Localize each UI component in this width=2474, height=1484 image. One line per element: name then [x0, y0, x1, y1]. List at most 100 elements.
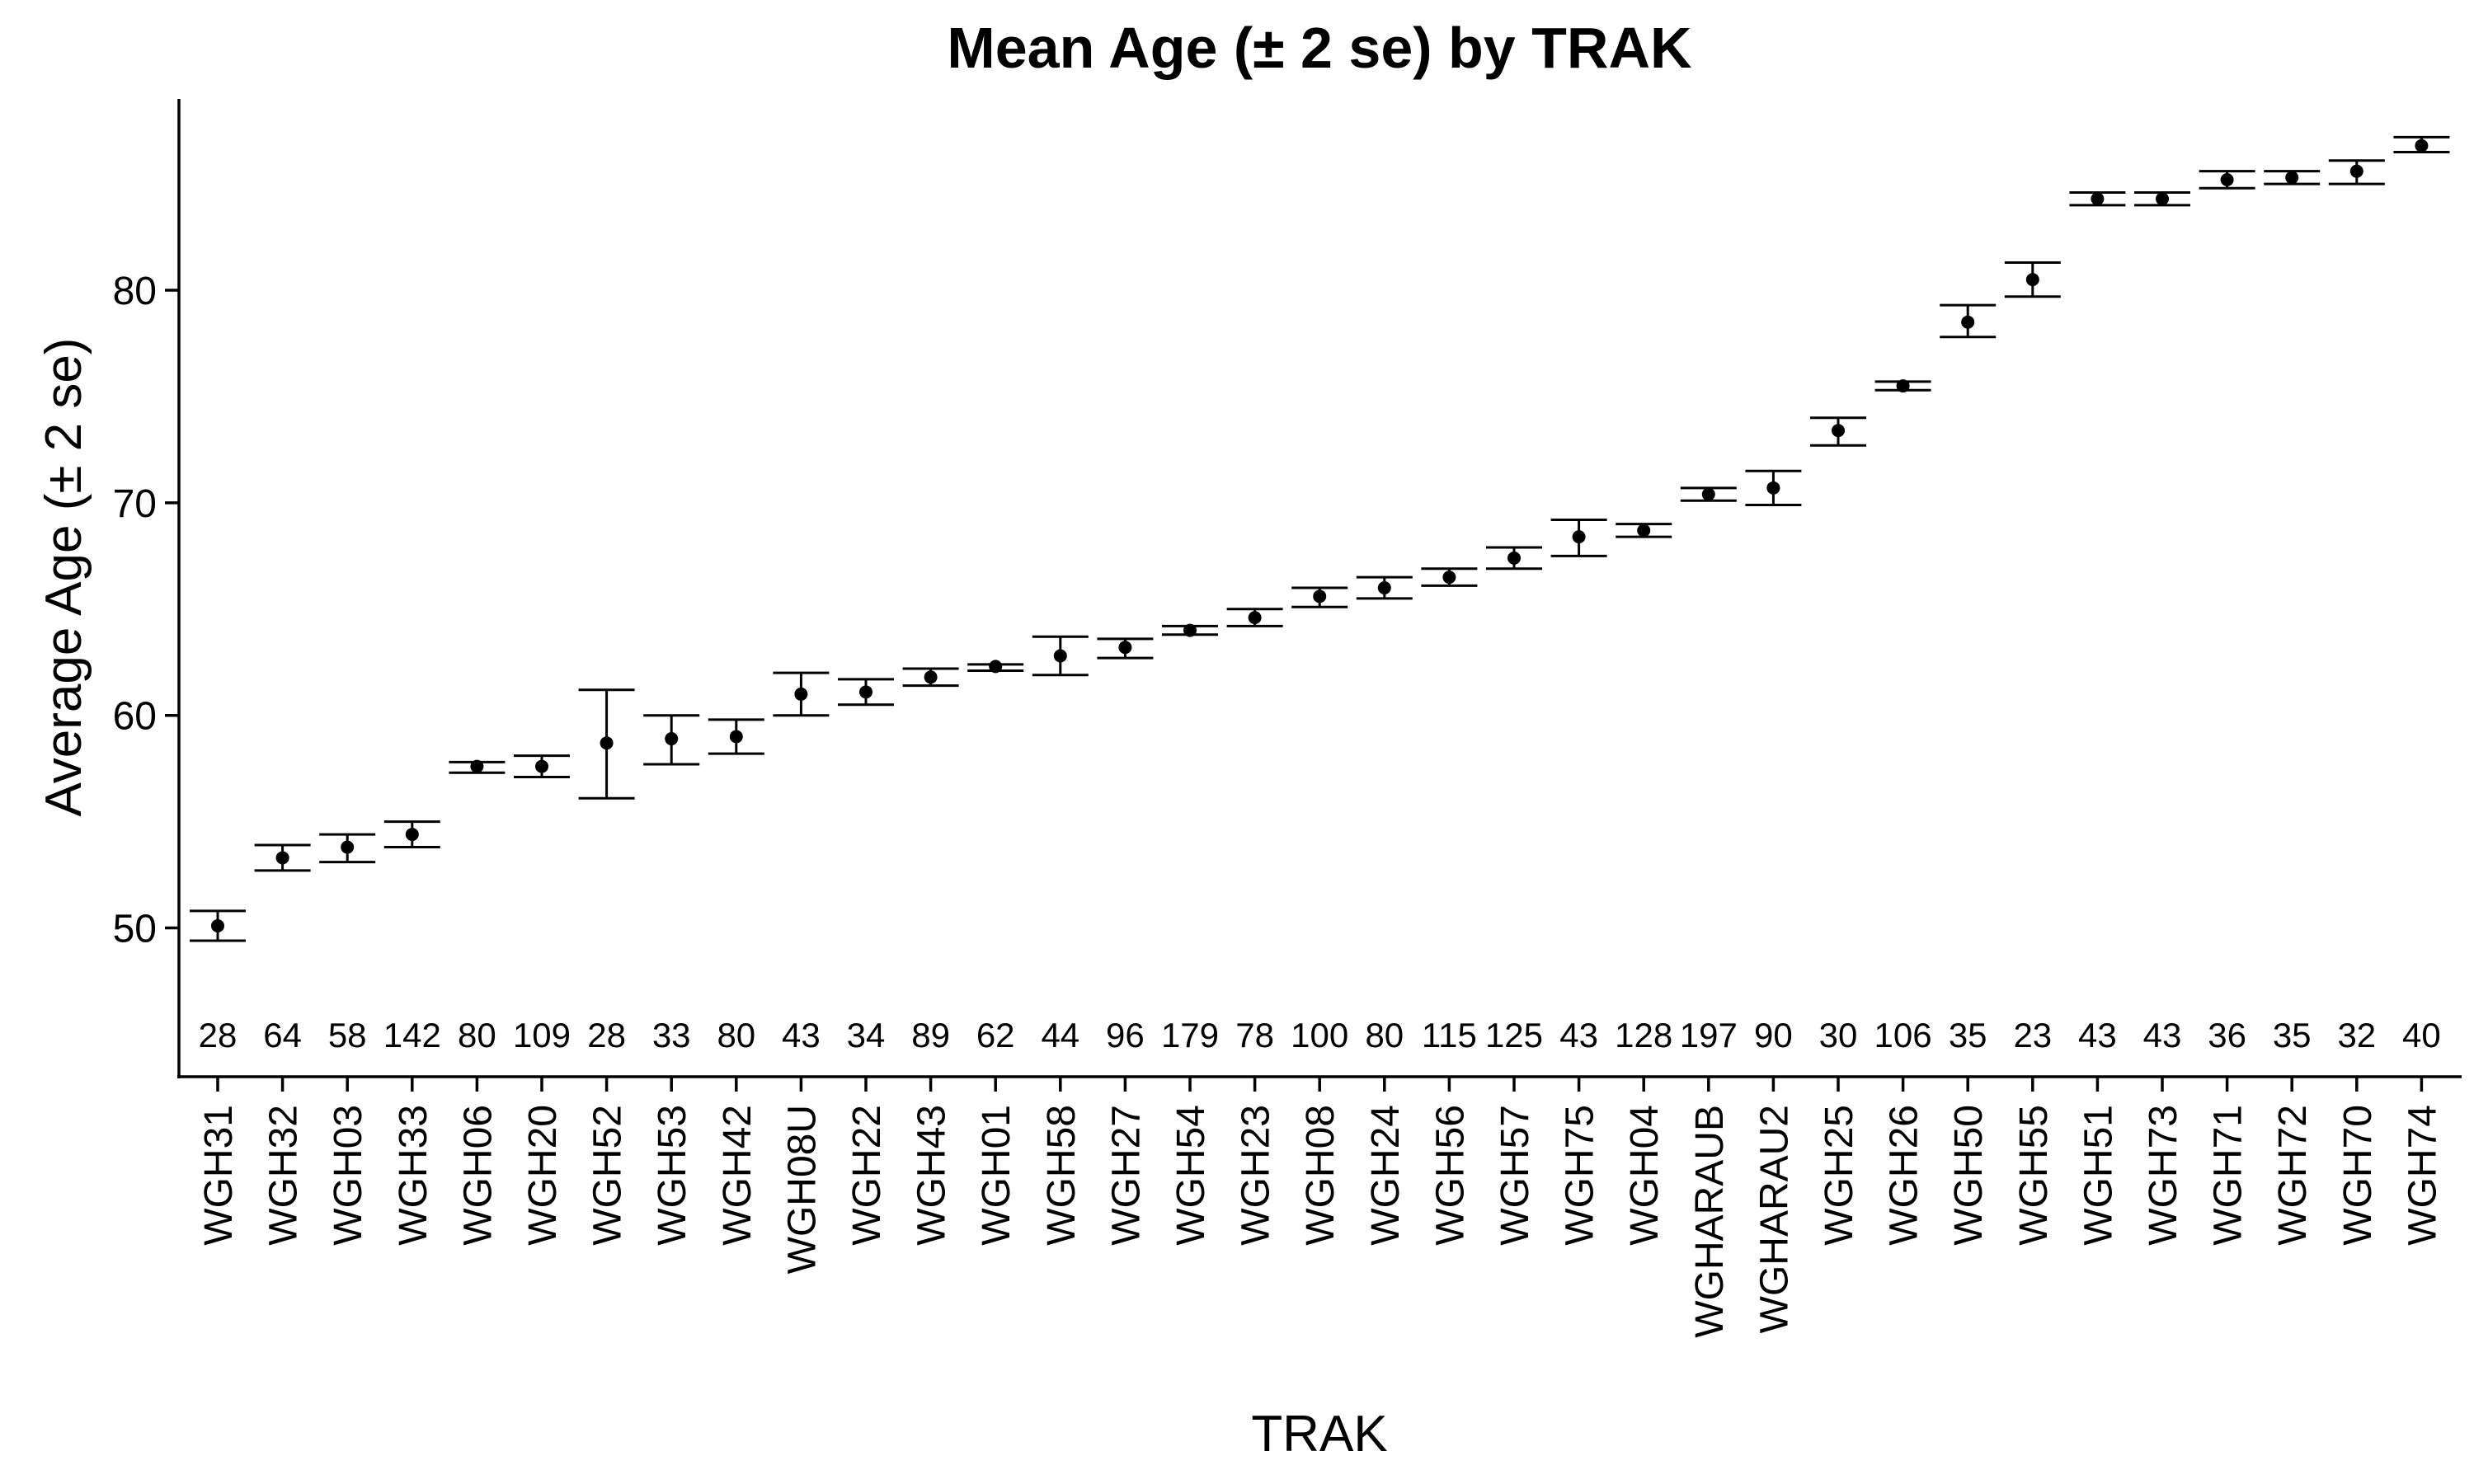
errorbar-WGH74	[2393, 135, 2450, 153]
errorbar-WGH42	[708, 718, 764, 755]
count-label: 115	[1422, 1016, 1477, 1054]
errorbar-WGH27	[1097, 637, 1154, 660]
mean-point	[2349, 164, 2363, 178]
x-tick-label: WGH75	[1559, 1105, 1602, 1246]
x-tick-label: WGH20	[521, 1105, 565, 1246]
x-tick-label: WGH24	[1364, 1105, 1408, 1246]
errorbar-WGH57	[1486, 546, 1542, 571]
mean-point	[2091, 192, 2105, 206]
errorbar-WGH25	[1810, 416, 1866, 447]
mean-point	[665, 732, 679, 746]
x-tick-label: WGH72	[2271, 1105, 2315, 1246]
count-label: 106	[1874, 1016, 1932, 1054]
x-tick-label: WGH53	[651, 1105, 694, 1246]
count-label: 30	[1819, 1016, 1858, 1054]
x-tick-label: WGH70	[2336, 1105, 2380, 1246]
count-label: 36	[2208, 1016, 2246, 1054]
x-tick-label: WGH08	[1299, 1105, 1343, 1246]
count-label: 197	[1680, 1016, 1738, 1054]
count-label: 109	[513, 1016, 571, 1054]
x-axis-ticks: WGH31 WGH32 WGH03 WGH33 WGH06 WGH20 WGH52 WGH53…	[197, 1077, 2444, 1338]
errorbar-WGH03	[319, 833, 376, 864]
count-label: 34	[847, 1016, 886, 1054]
count-label: 90	[1754, 1016, 1793, 1054]
x-tick-label: WGH50	[1947, 1105, 1991, 1246]
mean-point	[405, 828, 419, 842]
x-tick-label: WGH55	[2012, 1105, 2056, 1246]
mean-point	[341, 840, 355, 854]
mean-point	[1248, 611, 1262, 625]
x-tick-label: WGH56	[1428, 1105, 1472, 1246]
errorbar-WGH58	[1032, 635, 1089, 677]
mean-point	[2220, 172, 2234, 186]
x-tick-label: WGH31	[197, 1105, 241, 1246]
count-label: 44	[1041, 1016, 1079, 1054]
errorbar-WGH43	[902, 667, 959, 688]
x-tick-label: WGH25	[1818, 1105, 1861, 1246]
errorbar-WGH23	[1226, 608, 1283, 627]
errorbar-WGH50	[1940, 303, 1997, 339]
x-tick-label: WGH27	[1104, 1105, 1148, 1246]
count-label: 89	[911, 1016, 950, 1054]
errorbar-WGH04	[1616, 523, 1672, 538]
errorbar-WGHARAU2	[1745, 469, 1802, 506]
x-tick-label: WGH58	[1040, 1105, 1084, 1246]
errorbar-WGH08U	[773, 671, 830, 717]
x-tick-label: WGH04	[1623, 1105, 1667, 1246]
errorbar-WGH75	[1550, 518, 1607, 557]
x-tick-label: WGH33	[392, 1105, 435, 1246]
y-tick-label: 60	[113, 695, 157, 739]
mean-point	[275, 851, 289, 865]
mean-point	[1961, 315, 1975, 329]
count-label: 96	[1106, 1016, 1145, 1054]
mean-point	[1701, 487, 1715, 501]
x-tick-label: WGH71	[2207, 1105, 2251, 1246]
x-tick-label: WGH23	[1235, 1105, 1278, 1246]
x-tick-label: WGH08U	[780, 1105, 824, 1274]
count-label: 80	[1365, 1016, 1404, 1054]
count-label: 40	[2402, 1016, 2441, 1054]
errorbar-WGH01	[967, 660, 1024, 674]
mean-point	[2415, 139, 2429, 153]
mean-point	[859, 685, 872, 699]
x-tick-label: WGH52	[586, 1105, 630, 1246]
count-label: 128	[1615, 1016, 1672, 1054]
count-label: 80	[717, 1016, 755, 1054]
errorbar-WGH24	[1356, 575, 1413, 600]
x-tick-label: WGHARAUB	[1688, 1105, 1732, 1338]
mean-point	[1896, 379, 1910, 393]
mean-point	[2025, 273, 2039, 287]
mean-point	[1832, 424, 1845, 438]
count-label: 78	[1235, 1016, 1274, 1054]
count-label: 43	[2078, 1016, 2117, 1054]
count-label: 43	[2143, 1016, 2182, 1054]
mean-point	[729, 730, 743, 744]
count-label: 32	[2337, 1016, 2376, 1054]
y-tick-label: 70	[113, 482, 157, 526]
y-axis-ticks: 50 60 70 80	[113, 270, 179, 951]
errorbar-WGH53	[643, 714, 700, 766]
mean-point	[535, 759, 548, 773]
count-label: 179	[1161, 1016, 1219, 1054]
x-tick-label: WGH73	[2142, 1105, 2185, 1246]
x-tick-label: WGH06	[456, 1105, 500, 1246]
x-tick-label: WGH43	[910, 1105, 954, 1246]
mean-point	[989, 660, 1003, 674]
x-tick-label: WGH51	[2077, 1105, 2120, 1246]
count-label: 23	[2013, 1016, 2052, 1054]
mean-point	[470, 759, 484, 773]
mean-point	[1183, 623, 1197, 637]
errorbar-WGH73	[2134, 190, 2190, 207]
errorbar-WGH08	[1291, 586, 1348, 608]
errorbar-WGH20	[514, 754, 570, 778]
y-tick-label: 80	[113, 270, 157, 313]
count-label: 62	[976, 1016, 1015, 1054]
count-label: 35	[1949, 1016, 1987, 1054]
mean-point	[2285, 171, 2299, 185]
count-label: 100	[1291, 1016, 1348, 1054]
errorbar-WGH51	[2069, 190, 2126, 207]
errorbar-WGH33	[383, 820, 440, 849]
mean-point	[2156, 192, 2169, 206]
